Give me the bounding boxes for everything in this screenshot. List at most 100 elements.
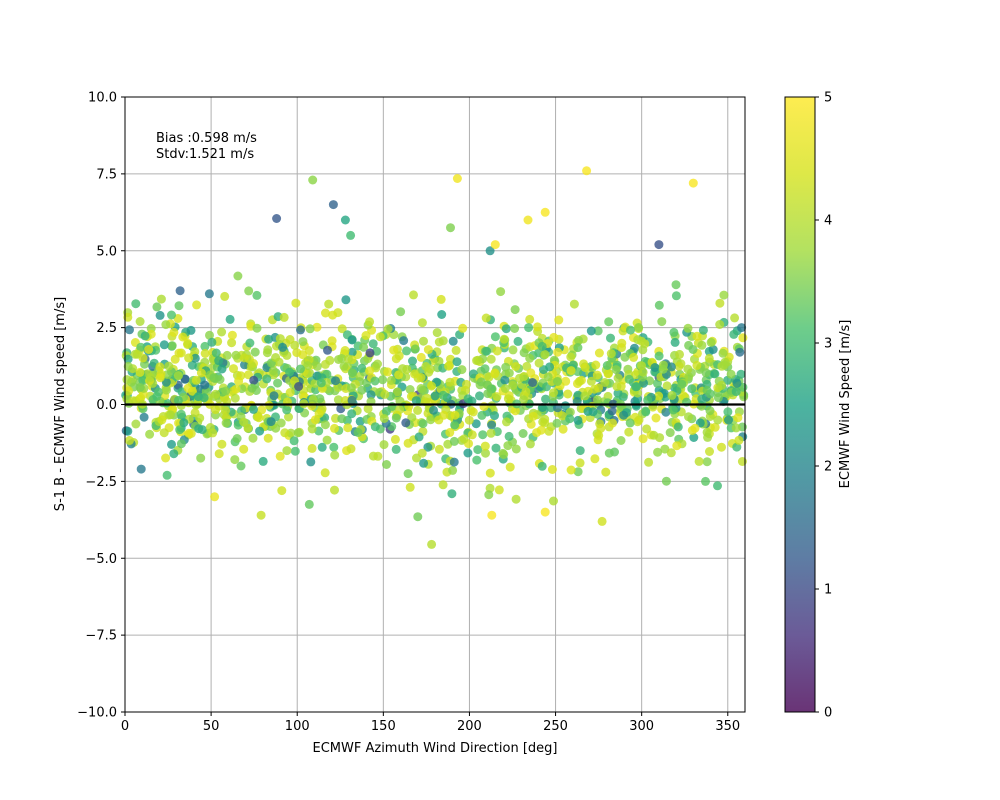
scatter-point — [396, 307, 406, 317]
scatter-point — [508, 345, 518, 355]
scatter-point — [167, 341, 177, 351]
scatter-point — [545, 362, 555, 372]
scatter-point — [452, 174, 462, 183]
scatter-point — [580, 391, 590, 401]
scatter-point — [169, 327, 179, 337]
scatter-point — [430, 391, 440, 401]
y-tick-label: −10.0 — [77, 706, 117, 721]
scatter-point — [285, 335, 295, 344]
scatter-point — [472, 455, 482, 465]
scatter-point — [494, 485, 504, 495]
scatter-point — [255, 426, 265, 436]
scatter-point — [544, 426, 554, 436]
scatter-point — [588, 407, 598, 417]
scatter-point — [347, 409, 357, 419]
scatter-point — [566, 366, 576, 376]
scatter-point — [692, 360, 702, 370]
scatter-point — [231, 350, 241, 360]
scatter-point — [423, 345, 433, 355]
scatter-point — [328, 200, 338, 210]
scatter-point — [736, 369, 746, 379]
scatter-point — [169, 449, 179, 459]
scatter-point — [254, 413, 264, 423]
scatter-point — [308, 395, 318, 405]
scatter-point — [282, 446, 292, 456]
scatter-point — [159, 428, 169, 438]
scatter-point — [463, 448, 473, 458]
scatter-point — [666, 448, 676, 458]
scatter-point — [537, 461, 547, 471]
scatter-point — [618, 326, 628, 336]
scatter-point — [231, 384, 241, 394]
scatter-point — [343, 423, 353, 433]
scatter-point — [657, 317, 667, 327]
scatter-point — [468, 407, 478, 417]
scatter-point — [405, 482, 415, 492]
scatter-point — [269, 391, 279, 401]
scatter-point — [705, 389, 715, 399]
scatter-point — [625, 418, 635, 428]
scatter-point — [586, 376, 596, 386]
scatter-point — [451, 345, 461, 355]
scatter-point — [723, 407, 733, 417]
scatter-point — [573, 343, 583, 353]
scatter-point — [688, 345, 698, 354]
scatter-point — [379, 440, 389, 450]
scatter-point — [710, 369, 720, 379]
scatter-point — [341, 295, 351, 305]
scatter-point — [159, 340, 169, 350]
scatter-point — [122, 375, 132, 385]
scatter-point — [161, 320, 171, 330]
scatter-point — [278, 342, 288, 352]
scatter-point — [125, 325, 134, 335]
scatter-point — [249, 404, 258, 414]
scatter-point — [732, 442, 742, 452]
scatter-point — [607, 406, 617, 416]
scatter-point — [327, 336, 337, 346]
scatter-point — [592, 395, 602, 405]
scatter-point — [473, 355, 483, 365]
scatter-point — [638, 367, 648, 377]
scatter-point — [173, 371, 183, 381]
scatter-point — [294, 382, 304, 391]
scatter-point — [180, 374, 190, 384]
scatter-point — [601, 467, 611, 477]
scatter-point — [357, 363, 367, 373]
scatter-point — [446, 223, 455, 233]
scatter-point — [459, 434, 469, 444]
scatter-point — [624, 427, 634, 437]
scatter-point — [138, 375, 148, 385]
scatter-point — [719, 290, 729, 300]
y-tick-label: 5.0 — [96, 244, 117, 259]
scatter-point — [426, 415, 436, 425]
scatter-point — [204, 289, 214, 299]
bias-annotation: Bias :0.598 m/s — [156, 131, 257, 146]
scatter-point — [382, 460, 391, 469]
scatter-point — [602, 361, 612, 370]
scatter-point — [214, 449, 224, 459]
scatter-point — [176, 439, 186, 449]
scatter-point — [245, 338, 255, 348]
scatter-point — [719, 360, 729, 370]
scatter-point — [272, 214, 282, 223]
scatter-point — [464, 415, 474, 425]
scatter-point — [510, 305, 520, 315]
scatter-point — [448, 336, 458, 346]
scatter-point — [346, 383, 356, 393]
scatter-point — [263, 433, 273, 443]
scatter-point — [594, 383, 603, 393]
scatter-point — [365, 317, 375, 327]
scatter-point — [322, 435, 332, 445]
scatter-point — [500, 375, 510, 385]
scatter-point — [730, 313, 740, 323]
colorbar-label: ECMWF Wind Speed [m/s] — [838, 320, 853, 489]
scatter-point — [303, 361, 313, 371]
scatter-point — [312, 322, 322, 332]
scatter-point — [337, 324, 347, 334]
scatter-point — [611, 365, 621, 375]
scatter-point — [359, 342, 369, 352]
y-tick-label: −7.5 — [85, 629, 117, 644]
scatter-point — [140, 331, 150, 341]
x-tick-label: 350 — [715, 719, 740, 734]
scatter-point — [264, 334, 274, 344]
